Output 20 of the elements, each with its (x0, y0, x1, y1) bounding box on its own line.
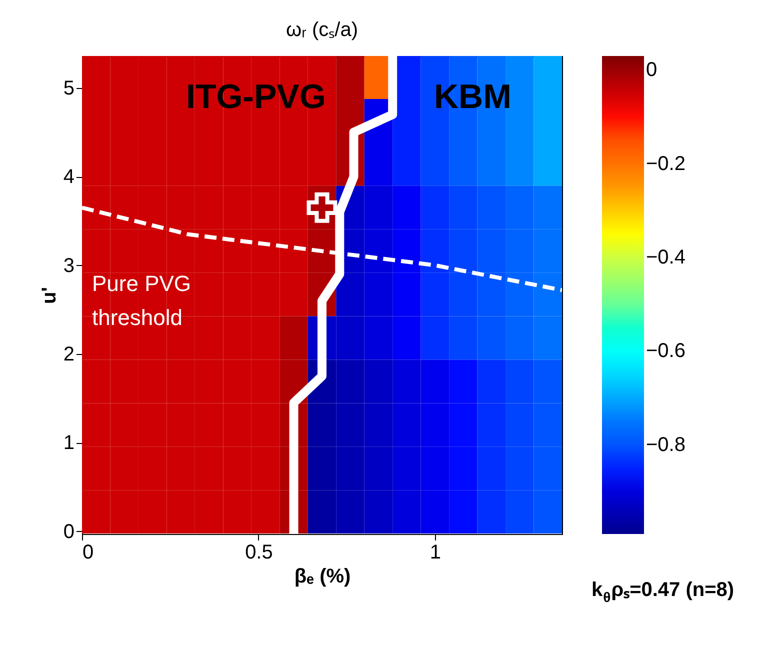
y-tick-label: 5 (63, 77, 74, 100)
color-bar-label: 0 (646, 59, 658, 82)
y-tick-label: 4 (63, 166, 74, 188)
x-tick-label: 0 (82, 542, 94, 564)
x-tick-label: 0.5 (245, 542, 273, 564)
color-bar-label: −0.2 (646, 152, 686, 175)
y-tick-label: 1 (63, 432, 74, 454)
y-axis-title: u' (38, 287, 60, 304)
x-axis-title: βₑ (%) (294, 566, 351, 588)
y-tick-label: 3 (63, 254, 74, 277)
color-bar-label: −0.6 (646, 340, 686, 362)
color-bar-label: −0.8 (646, 434, 686, 456)
color-bar-label: −0.4 (646, 246, 686, 269)
y-tick-label: 2 (63, 343, 74, 366)
annotation: KBM (434, 78, 512, 116)
x-tick-label: 1 (430, 542, 442, 564)
chart-title: ωᵣ (cₛ/a) (286, 19, 358, 41)
annotation: Pure PVG threshold (92, 271, 192, 330)
annotation: ITG-PVG (186, 78, 326, 116)
y-tick-label: 0 (63, 520, 74, 543)
